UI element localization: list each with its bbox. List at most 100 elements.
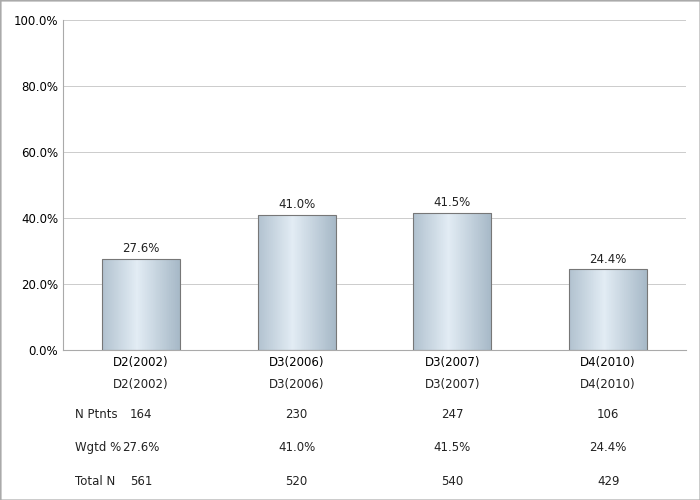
Bar	[142, 259, 143, 350]
Bar	[610, 270, 611, 350]
Bar	[102, 259, 180, 350]
Bar	[628, 270, 629, 350]
Bar	[619, 270, 620, 350]
Bar	[474, 213, 475, 350]
Bar	[587, 270, 588, 350]
Bar	[141, 259, 143, 350]
Bar	[580, 270, 581, 350]
Bar	[302, 214, 303, 350]
Bar	[160, 259, 161, 350]
Bar	[136, 259, 137, 350]
Bar	[623, 270, 624, 350]
Bar	[643, 270, 644, 350]
Bar	[281, 214, 282, 350]
Bar	[315, 214, 316, 350]
Bar	[612, 270, 613, 350]
Bar	[584, 270, 585, 350]
Bar	[111, 259, 112, 350]
Bar	[611, 270, 612, 350]
Bar	[485, 213, 486, 350]
Bar	[585, 270, 587, 350]
Bar	[489, 213, 490, 350]
Bar	[166, 259, 167, 350]
Bar	[282, 214, 284, 350]
Bar	[129, 259, 130, 350]
Bar	[334, 214, 335, 350]
Bar	[438, 213, 439, 350]
Bar	[270, 214, 271, 350]
Text: 41.5%: 41.5%	[434, 196, 471, 209]
Bar	[119, 259, 120, 350]
Bar	[313, 214, 314, 350]
Text: 41.0%: 41.0%	[278, 198, 315, 210]
Bar	[593, 270, 594, 350]
Bar	[475, 213, 476, 350]
Bar	[596, 270, 597, 350]
Bar	[324, 214, 325, 350]
Bar	[300, 214, 302, 350]
Bar	[487, 213, 489, 350]
Bar	[473, 213, 474, 350]
Bar	[591, 270, 592, 350]
Bar	[637, 270, 638, 350]
Bar	[618, 270, 619, 350]
Bar	[588, 270, 589, 350]
Bar	[613, 270, 615, 350]
Bar	[288, 214, 289, 350]
Bar	[629, 270, 631, 350]
Bar	[309, 214, 311, 350]
Bar	[442, 213, 444, 350]
Bar	[586, 270, 587, 350]
Bar	[319, 214, 321, 350]
Text: 41.0%: 41.0%	[278, 441, 315, 454]
Bar	[326, 214, 327, 350]
Bar	[287, 214, 288, 350]
Bar	[122, 259, 123, 350]
Bar	[603, 270, 604, 350]
Bar	[626, 270, 627, 350]
Bar	[445, 213, 446, 350]
Bar	[113, 259, 114, 350]
Bar	[160, 259, 161, 350]
Bar	[263, 214, 264, 350]
Bar	[154, 259, 155, 350]
Bar	[279, 214, 280, 350]
Bar	[167, 259, 168, 350]
Bar	[289, 214, 290, 350]
Bar	[477, 213, 479, 350]
Text: D3(2006): D3(2006)	[269, 378, 324, 391]
Bar	[620, 270, 621, 350]
Bar	[304, 214, 305, 350]
Text: 27.6%: 27.6%	[122, 441, 160, 454]
Bar	[455, 213, 456, 350]
Bar	[274, 214, 275, 350]
Bar	[605, 270, 606, 350]
Text: N Ptnts: N Ptnts	[76, 408, 118, 420]
Bar	[640, 270, 641, 350]
Text: D3(2007): D3(2007)	[425, 378, 480, 391]
Bar	[598, 270, 599, 350]
Bar	[108, 259, 109, 350]
Bar	[478, 213, 480, 350]
Bar	[482, 213, 483, 350]
Bar	[292, 214, 293, 350]
Bar	[158, 259, 159, 350]
Bar	[635, 270, 636, 350]
Bar	[303, 214, 304, 350]
Bar	[293, 214, 294, 350]
Bar	[330, 214, 331, 350]
Bar	[278, 214, 279, 350]
Bar	[322, 214, 323, 350]
Bar	[165, 259, 167, 350]
Bar	[578, 270, 579, 350]
Bar	[267, 214, 268, 350]
Bar	[275, 214, 276, 350]
Bar	[427, 213, 428, 350]
Bar	[165, 259, 166, 350]
Bar	[639, 270, 640, 350]
Bar	[641, 270, 642, 350]
Bar	[284, 214, 285, 350]
Bar	[128, 259, 129, 350]
Bar	[167, 259, 169, 350]
Bar	[608, 270, 609, 350]
